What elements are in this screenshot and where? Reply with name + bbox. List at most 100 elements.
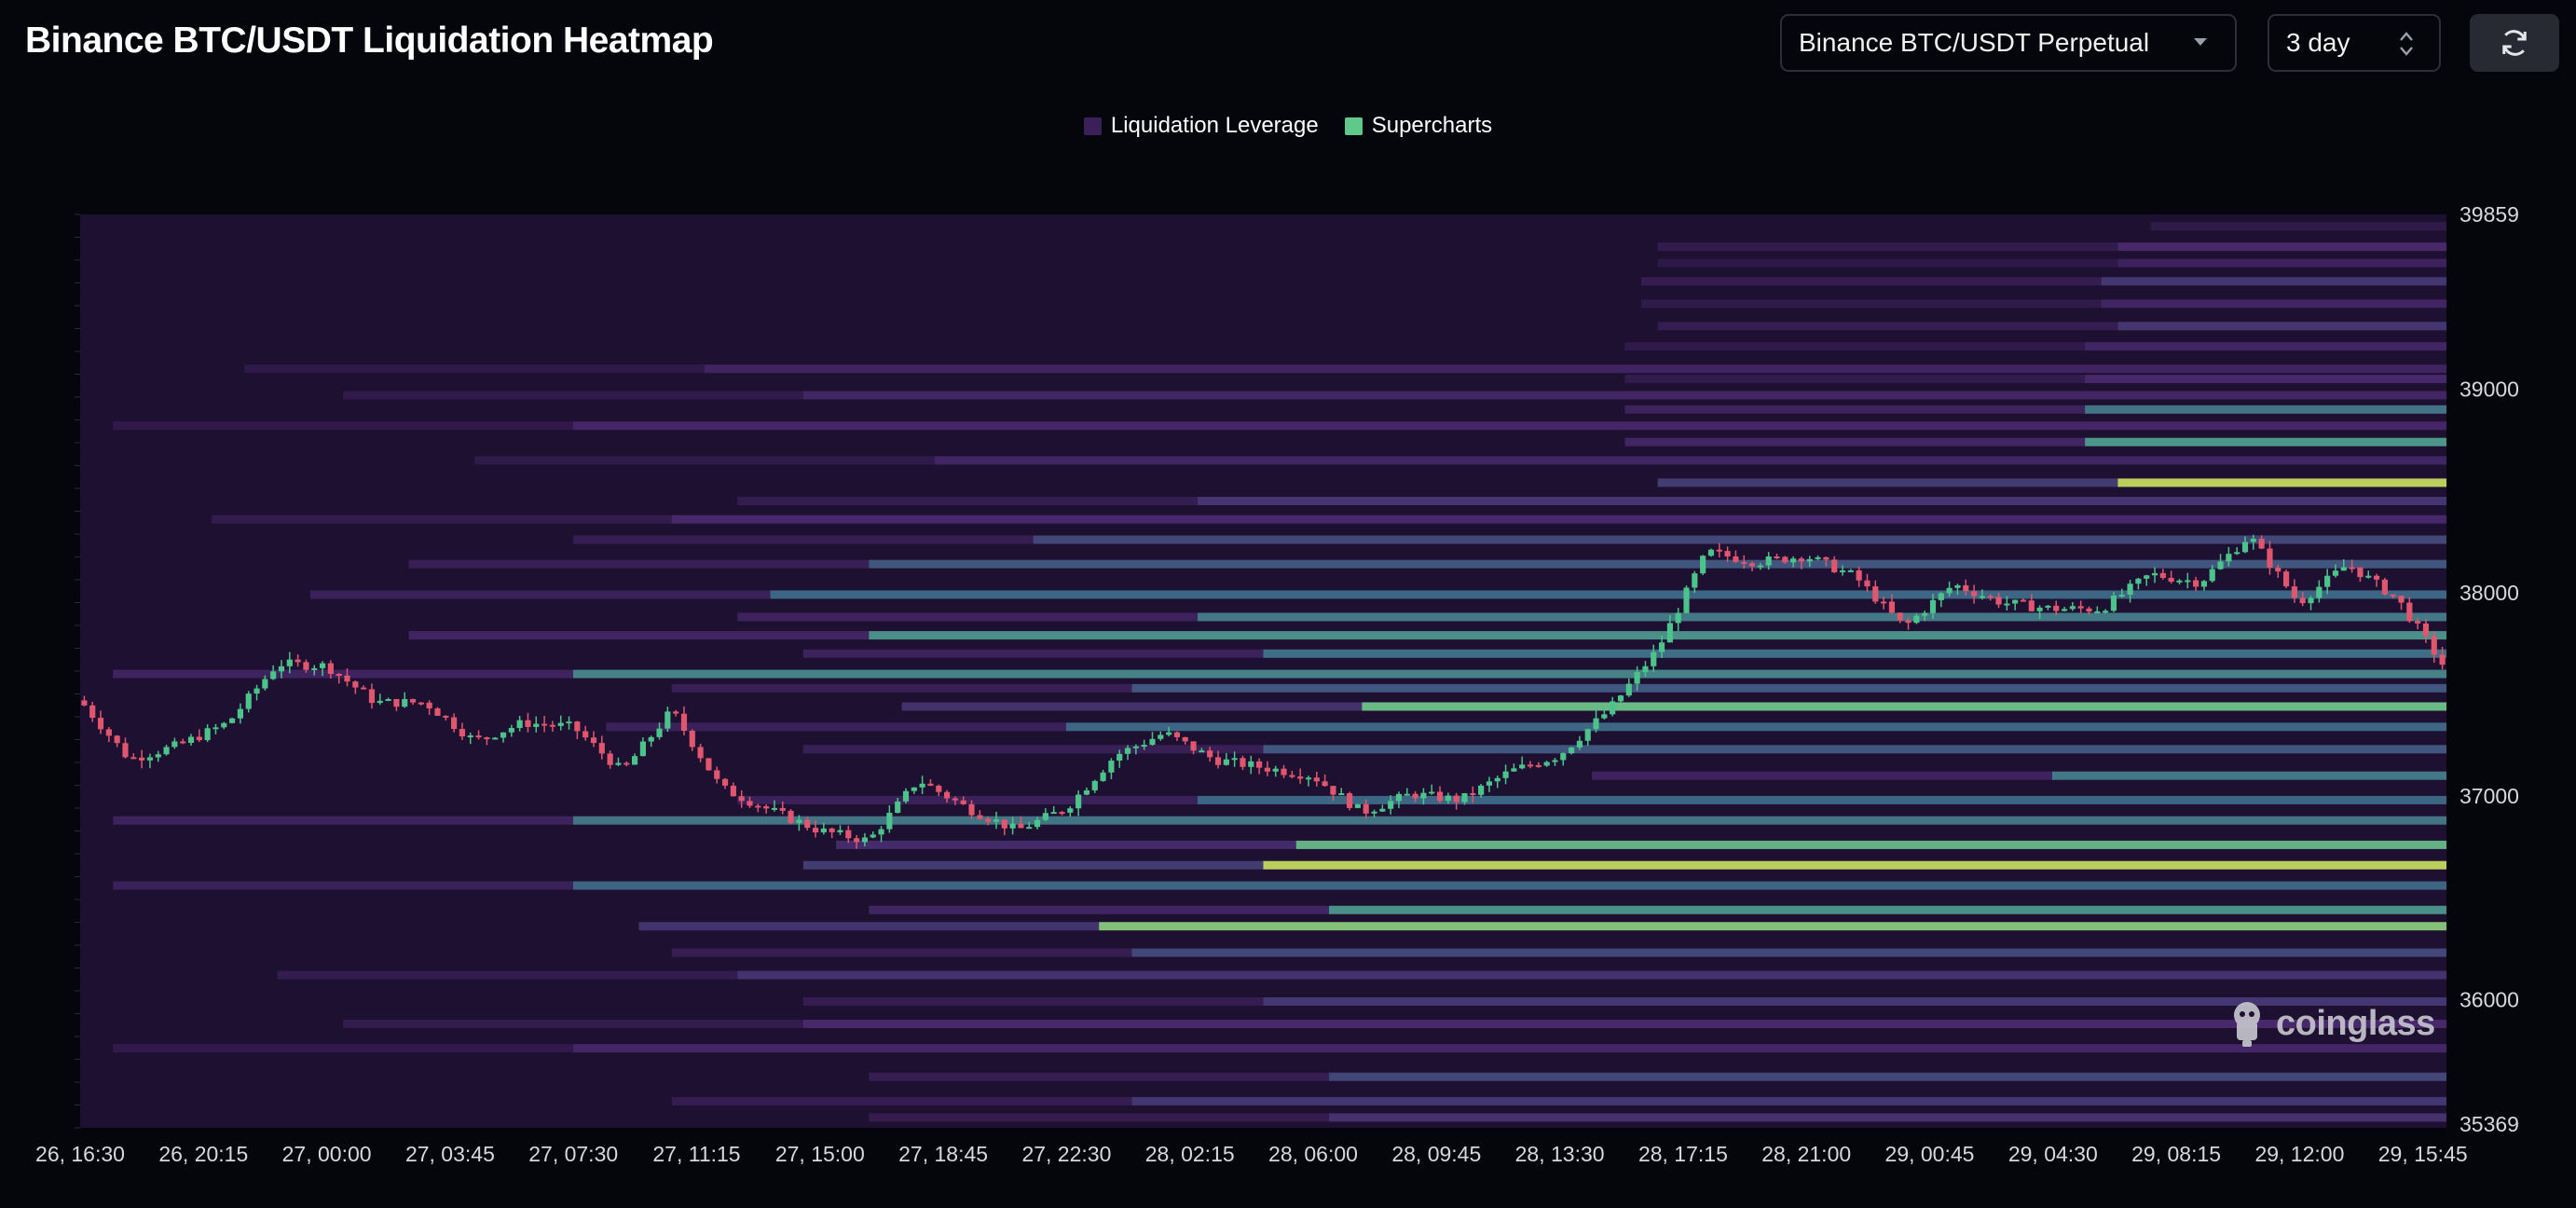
liquidation-band xyxy=(901,702,1363,711)
candle-body xyxy=(763,805,770,809)
candle-body xyxy=(1388,801,1394,809)
page-title: Binance BTC/USDT Liquidation Heatmap xyxy=(25,21,714,61)
market-select[interactable]: Binance BTC/USDT Perpetual xyxy=(1780,14,2237,72)
watermark-text: coinglass xyxy=(2276,1003,2435,1043)
candle-body xyxy=(1289,775,1295,777)
candle-body xyxy=(1166,732,1172,735)
candle-body xyxy=(1223,759,1229,765)
liquidation-band xyxy=(1263,649,2446,658)
candle-body xyxy=(2020,599,2027,602)
liquidation-band xyxy=(1295,840,2446,849)
candle-body xyxy=(81,700,88,706)
candle-body xyxy=(656,728,663,737)
candle-body xyxy=(1429,791,1435,794)
candle-body xyxy=(89,705,96,719)
candle-body xyxy=(566,721,572,724)
candle-body xyxy=(1560,753,1567,761)
liquidation-band xyxy=(343,1019,803,1028)
candle-body xyxy=(2373,575,2380,580)
candle-body xyxy=(245,693,252,709)
liquidation-band xyxy=(705,364,2446,374)
x-tick-label: 28, 13:30 xyxy=(1515,1142,1605,1166)
candle-body xyxy=(812,828,819,833)
candle-body xyxy=(1018,823,1024,829)
candle-body xyxy=(615,762,622,765)
candle-body xyxy=(1363,803,1369,814)
liquidation-band xyxy=(606,722,1066,732)
candle-body xyxy=(960,800,966,804)
chart-legend: Liquidation Leverage Supercharts xyxy=(0,113,2576,139)
candle-body xyxy=(648,736,654,742)
candle-body xyxy=(253,688,260,694)
legend-item-liquidation[interactable]: Liquidation Leverage xyxy=(1083,113,1319,139)
candle-body xyxy=(1494,777,1500,782)
candle-body xyxy=(1511,768,1517,772)
candle-body xyxy=(2094,611,2101,613)
candle-body xyxy=(1083,789,1090,795)
candle-body xyxy=(187,736,195,743)
candle-body xyxy=(2004,603,2010,606)
liquidation-band xyxy=(1624,437,2086,446)
candle-body xyxy=(943,791,951,799)
candle-body xyxy=(721,778,729,786)
liquidation-band xyxy=(869,631,2447,640)
candle-body xyxy=(492,737,499,740)
candle-body xyxy=(1872,586,1879,602)
x-tick-label: 28, 21:00 xyxy=(1761,1142,1851,1166)
candle-body xyxy=(1281,768,1287,776)
candle-body xyxy=(1001,819,1007,829)
candle-body xyxy=(680,713,688,731)
y-tick-label: 39859 xyxy=(2460,202,2519,226)
candle-body xyxy=(1946,587,1953,594)
liquidation-band xyxy=(737,795,1198,804)
refresh-button[interactable] xyxy=(2470,14,2559,72)
y-tick-label: 39000 xyxy=(2460,377,2519,401)
candle-body xyxy=(590,737,597,744)
candle-body xyxy=(1798,558,1805,562)
x-tick-label: 29, 00:45 xyxy=(1885,1142,1975,1166)
liquidation-band xyxy=(671,948,1132,957)
liquidation-band xyxy=(1362,702,2446,711)
candle-body xyxy=(845,830,852,839)
candle-body xyxy=(1692,573,1698,588)
candle-body xyxy=(2151,572,2158,576)
x-tick-label: 29, 08:15 xyxy=(2131,1142,2221,1166)
candle-body xyxy=(2340,567,2347,571)
candle-body xyxy=(2250,539,2256,542)
candle-body xyxy=(1543,762,1550,766)
liquidation-band xyxy=(1263,996,2446,1006)
liquidation-band xyxy=(1624,375,2086,384)
candle-body xyxy=(1067,808,1074,813)
candle-body xyxy=(352,681,359,688)
liquidation-band xyxy=(1329,1072,2446,1081)
candle-body xyxy=(1445,795,1451,802)
liquidation-band xyxy=(1657,478,2118,487)
liquidation-band xyxy=(1033,535,2446,544)
candle-body xyxy=(393,699,400,707)
liquidation-band xyxy=(408,631,870,640)
candle-body xyxy=(139,757,145,761)
legend-swatch xyxy=(1344,117,1363,135)
y-tick-label: 38000 xyxy=(2460,581,2519,605)
candle-body xyxy=(1132,746,1139,748)
legend-item-supercharts[interactable]: Supercharts xyxy=(1344,113,1492,139)
candle-body xyxy=(1173,732,1181,737)
candle-body xyxy=(639,741,646,757)
liquidation-band xyxy=(1263,860,2446,870)
x-tick-label: 26, 16:30 xyxy=(35,1142,125,1166)
candle-body xyxy=(1076,794,1082,809)
candle-body xyxy=(1199,750,1205,753)
candle-body xyxy=(1617,695,1624,702)
candle-body xyxy=(1651,652,1657,666)
candle-body xyxy=(1117,753,1123,762)
liquidation-band xyxy=(113,669,573,679)
candle-body xyxy=(409,699,417,703)
candle-body xyxy=(936,785,942,792)
liquidation-band xyxy=(572,1044,2447,1053)
liquidation-band xyxy=(2085,342,2446,351)
candle-body xyxy=(2135,578,2142,584)
period-select[interactable]: 3 day xyxy=(2268,14,2441,72)
candle-body xyxy=(2036,607,2043,611)
liquidation-band xyxy=(869,1072,1330,1081)
